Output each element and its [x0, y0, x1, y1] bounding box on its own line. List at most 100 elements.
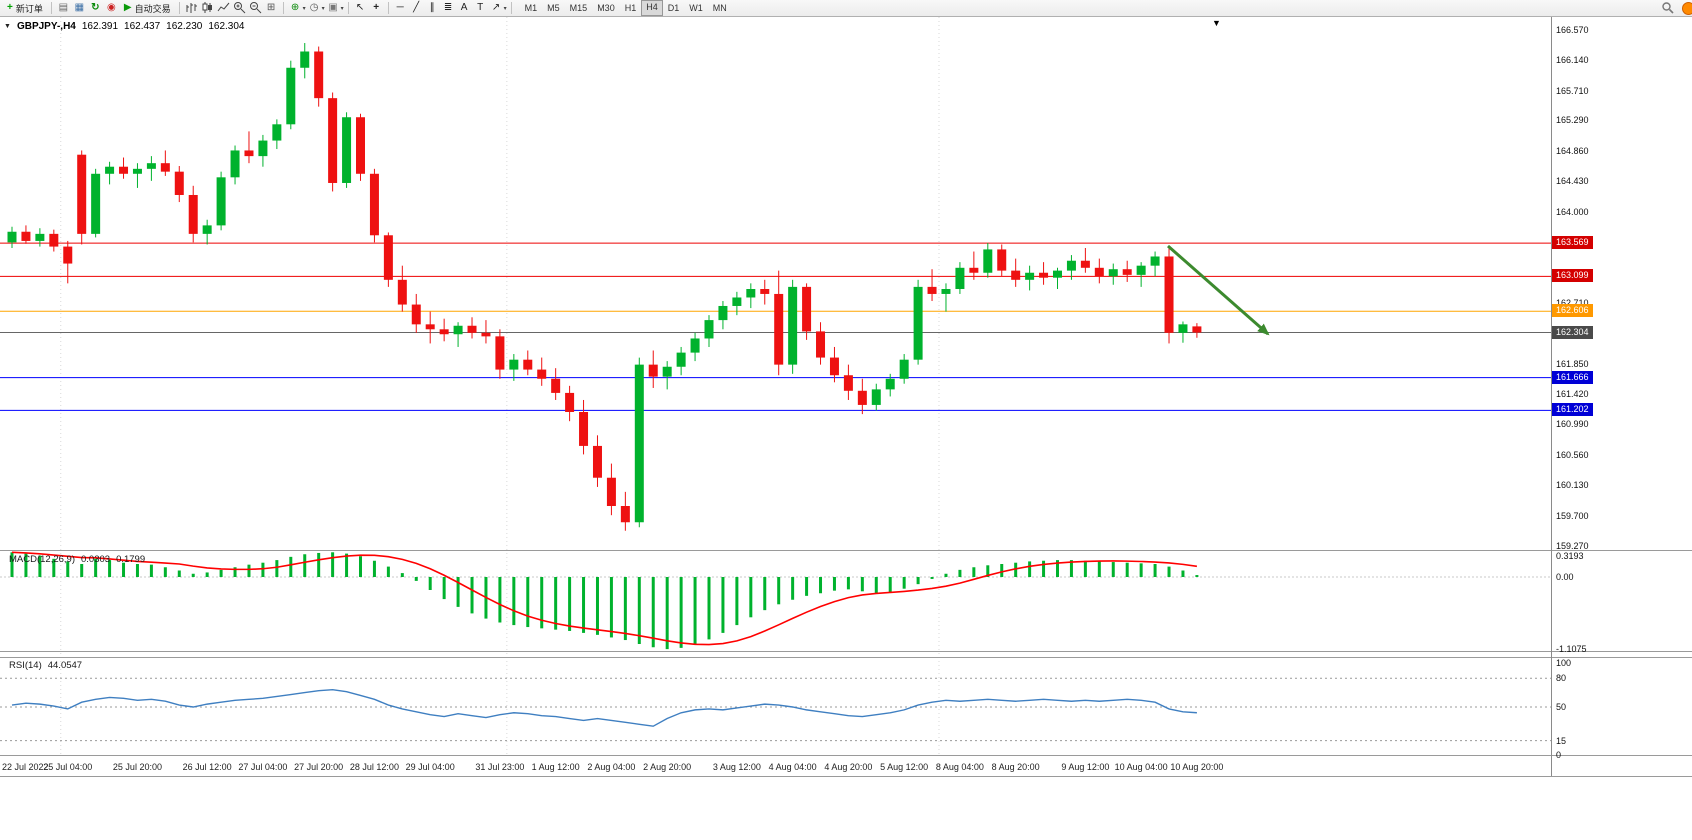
price-axis-label: 159.270	[1556, 541, 1589, 551]
periods-clock-icon[interactable]: ◷	[309, 2, 319, 13]
notification-badge-icon[interactable]	[1682, 1, 1692, 15]
price-axis-label: 164.860	[1556, 145, 1589, 156]
time-axis-label: 27 Jul 20:00	[294, 762, 344, 772]
price-axis-label: 164.430	[1556, 176, 1589, 187]
candle-body	[676, 352, 686, 367]
quote-close: 162.304	[208, 21, 245, 32]
candle-body	[105, 166, 115, 174]
zoom-out-icon[interactable]	[248, 1, 263, 15]
symbol-dropdown-icon[interactable]: ▼	[4, 23, 11, 30]
candle-body	[927, 286, 937, 294]
tile-windows-icon[interactable]: ⊞	[266, 2, 276, 13]
profiles-icon[interactable]: ▦	[74, 2, 85, 13]
price-axis-label: 161.420	[1556, 389, 1589, 400]
new-order-button[interactable]: + 新订单	[3, 1, 47, 15]
candlestick-chart-icon[interactable]	[200, 1, 215, 15]
candle-body	[411, 304, 421, 325]
price-chart-canvas	[0, 17, 1551, 776]
candle-body	[1178, 324, 1188, 333]
toolbar-separator	[510, 2, 512, 14]
price-axis-label: 166.140	[1556, 55, 1589, 66]
candle-body	[1039, 272, 1049, 278]
trendline-tool-icon[interactable]: ╱	[413, 2, 420, 13]
arrows-caret-icon[interactable]: ▾	[503, 5, 507, 12]
price-axis[interactable]: 166.570 166.140 165.710 165.290 164.860 164.4…	[1551, 0, 1692, 840]
autotrading-label: 自动交易	[134, 3, 171, 14]
crosshair-tool-icon[interactable]: +	[373, 2, 380, 13]
candle-body	[509, 359, 519, 370]
quote-low: 162.230	[166, 21, 203, 32]
indicators-caret-icon[interactable]: ▾	[302, 5, 306, 12]
refresh-icon[interactable]: ↻	[91, 2, 100, 13]
timeframe-button-d1[interactable]: D1	[667, 3, 680, 13]
candle-body	[1053, 270, 1062, 278]
timeframe-button-mn[interactable]: MN	[712, 3, 727, 13]
panel-separator[interactable]	[0, 651, 1692, 652]
autotrading-button[interactable]: ▶ 自动交易	[120, 1, 175, 15]
cursor-tool-icon[interactable]: ↖	[355, 2, 365, 13]
timeframe-toolbar: M1 M5 M15 M30 H1 H4 D1 W1 MN	[520, 0, 732, 16]
chart-list-icon[interactable]: ▤	[58, 2, 69, 13]
price-axis-label: 166.570	[1556, 25, 1589, 35]
channel-tool-icon[interactable]: ∥	[429, 2, 435, 13]
time-axis-label: 10 Aug 20:00	[1170, 762, 1224, 772]
candle-body	[523, 359, 533, 370]
trend-annotation-arrow[interactable]	[1167, 244, 1270, 336]
new-order-label: 新订单	[15, 3, 43, 14]
zoom-in-icon[interactable]	[232, 1, 247, 15]
fibonacci-tool-icon[interactable]: ≣	[443, 2, 453, 13]
quote-open: 162.391	[81, 21, 119, 32]
line-chart-icon[interactable]	[216, 1, 231, 15]
candle-body	[634, 364, 644, 523]
time-axis-label: 2 Aug 04:00	[587, 762, 636, 772]
candle-body	[1136, 265, 1146, 275]
timeframe-button-m15[interactable]: M15	[569, 3, 588, 13]
timeframe-button-h1[interactable]: H1	[624, 3, 637, 13]
rsi-axis-label: 100	[1556, 658, 1572, 668]
time-axis-label: 4 Aug 04:00	[768, 762, 817, 772]
time-axis[interactable]: 22 Jul 2022 25 Jul 04:00 25 Jul 20:00 26 Ju…	[0, 756, 1551, 776]
candle-body	[216, 177, 226, 226]
timeframe-button-m1[interactable]: M1	[524, 3, 538, 13]
candle-body	[1025, 272, 1035, 280]
macd-histogram	[10, 552, 1199, 650]
panel-separator[interactable]	[0, 755, 1692, 756]
rsi-line	[11, 689, 1197, 727]
candle-body	[146, 163, 156, 169]
timeframe-button-m5[interactable]: M5	[547, 3, 560, 13]
candle-body	[397, 279, 407, 305]
timeframe-button-w1[interactable]: W1	[689, 3, 703, 13]
panel-separator[interactable]	[0, 550, 1692, 551]
arrows-tool-icon[interactable]: ↗	[491, 2, 501, 13]
candle-body	[77, 154, 87, 234]
macd-value: 0.0303	[81, 554, 111, 565]
text-tool-icon[interactable]: A	[460, 2, 468, 13]
candle-body	[258, 140, 268, 157]
macd-name: MACD(12,26,9)	[9, 554, 75, 565]
toolbar-separator	[387, 2, 389, 14]
label-tool-icon[interactable]: T	[477, 2, 484, 13]
candle-body	[328, 98, 338, 183]
horizontal-line-tool-icon[interactable]: ─	[396, 2, 404, 13]
chart-shift-marker[interactable]: ▼	[1212, 18, 1221, 28]
timeframe-button-h4[interactable]: H4	[641, 0, 663, 16]
bar-chart-icon[interactable]	[184, 1, 199, 15]
candle-body	[272, 124, 282, 141]
indicators-icon[interactable]: ⊕	[290, 2, 300, 13]
candle-body	[885, 378, 895, 390]
time-axis-label: 4 Aug 20:00	[824, 762, 873, 772]
candle-body	[969, 267, 979, 273]
search-icon[interactable]	[1660, 1, 1675, 15]
candle-body	[718, 305, 728, 321]
candle-body	[383, 235, 393, 280]
time-axis-border	[0, 776, 1692, 777]
candle-body	[119, 166, 129, 174]
templates-icon[interactable]: ▣	[328, 2, 338, 13]
candle-body	[913, 286, 923, 360]
templates-caret-icon[interactable]: ▾	[340, 5, 344, 12]
timeframe-button-m30[interactable]: M30	[597, 3, 615, 13]
panel-separator[interactable]	[0, 657, 1692, 658]
alerts-icon[interactable]: ◉	[106, 2, 116, 13]
periods-caret-icon[interactable]: ▾	[321, 5, 325, 12]
